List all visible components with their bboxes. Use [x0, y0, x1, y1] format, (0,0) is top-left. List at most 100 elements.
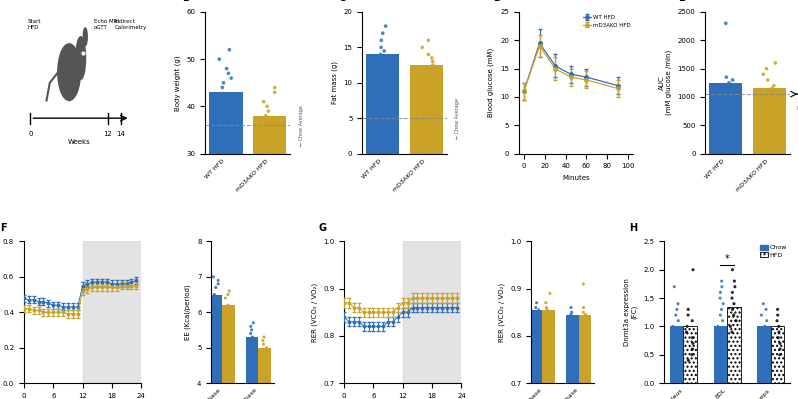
- Point: [717, 318, 729, 324]
- Point: [375, 37, 388, 43]
- Point: [714, 329, 727, 335]
- Point: [681, 323, 693, 330]
- Bar: [83, 241, 141, 383]
- Bar: [403, 241, 461, 383]
- Point: [773, 340, 786, 347]
- Point: [380, 58, 393, 65]
- Point: [247, 344, 259, 351]
- Point: [267, 132, 280, 138]
- Point: [210, 309, 223, 316]
- Bar: [670, 326, 683, 383]
- Bar: [222, 305, 235, 399]
- Bar: [366, 54, 399, 154]
- Point: [257, 122, 270, 128]
- Point: [577, 281, 590, 287]
- Point: [717, 334, 730, 341]
- Point: [223, 47, 235, 53]
- Point: [527, 318, 540, 325]
- Point: [258, 362, 271, 369]
- Point: [772, 329, 785, 335]
- Point: [379, 23, 392, 29]
- Point: [720, 74, 733, 80]
- Point: [381, 73, 393, 79]
- Text: B: B: [182, 0, 189, 4]
- Point: [244, 323, 257, 330]
- Point: [426, 62, 439, 68]
- Point: [724, 85, 737, 92]
- Point: [674, 334, 686, 341]
- Point: [244, 330, 257, 337]
- Point: [220, 65, 233, 72]
- Point: [671, 346, 684, 352]
- Text: D: D: [493, 0, 501, 4]
- Point: [759, 323, 772, 330]
- Point: [221, 103, 234, 110]
- Point: [426, 58, 439, 65]
- Point: [760, 306, 772, 312]
- Point: [213, 56, 226, 62]
- Point: [685, 352, 698, 358]
- Point: [757, 71, 769, 77]
- Point: [716, 284, 729, 290]
- Text: H: H: [629, 223, 638, 233]
- Point: [262, 108, 275, 114]
- Point: [687, 267, 700, 273]
- Point: [715, 278, 728, 284]
- Point: [262, 136, 275, 142]
- Text: G: G: [318, 223, 326, 233]
- Point: [247, 341, 259, 347]
- Point: [681, 312, 694, 318]
- Point: [529, 304, 542, 311]
- Bar: [209, 92, 243, 295]
- Text: C: C: [338, 0, 346, 4]
- Text: *: *: [725, 253, 729, 263]
- Point: [527, 309, 540, 316]
- Point: [375, 44, 388, 51]
- Point: [771, 318, 784, 324]
- Bar: [209, 294, 222, 399]
- Text: Start
HFD: Start HFD: [27, 19, 41, 30]
- Point: [419, 87, 432, 93]
- X-axis label: Minutes: Minutes: [563, 175, 590, 181]
- Point: [756, 340, 768, 347]
- Point: [258, 334, 271, 340]
- Point: [370, 65, 383, 72]
- Text: A: A: [18, 0, 26, 1]
- Point: [209, 284, 222, 290]
- Point: [720, 20, 733, 26]
- Ellipse shape: [57, 44, 81, 101]
- Point: [772, 323, 785, 330]
- Point: [541, 307, 554, 313]
- Point: [682, 357, 695, 363]
- Legend: Chow, HFD: Chow, HFD: [760, 245, 787, 258]
- Point: [686, 334, 699, 341]
- Point: [763, 88, 776, 95]
- Point: [760, 318, 773, 324]
- Point: [668, 284, 681, 290]
- Point: [769, 60, 782, 66]
- Point: [219, 309, 231, 316]
- Point: [217, 79, 230, 86]
- Point: [725, 329, 738, 335]
- Text: 0: 0: [28, 130, 33, 136]
- Point: [726, 289, 739, 296]
- Point: [579, 318, 592, 325]
- Point: [771, 306, 784, 312]
- Point: [244, 348, 257, 354]
- Y-axis label: AUC
(mM glucose /min): AUC (mM glucose /min): [658, 50, 672, 115]
- Point: [714, 312, 727, 318]
- Ellipse shape: [76, 37, 85, 79]
- Ellipse shape: [83, 28, 87, 45]
- Point: [729, 318, 742, 324]
- Point: [222, 291, 235, 298]
- Point: [222, 70, 235, 77]
- Point: [532, 307, 545, 313]
- Point: [681, 306, 694, 312]
- Bar: [253, 116, 286, 295]
- Point: [216, 84, 229, 91]
- Bar: [542, 310, 555, 399]
- Point: [260, 344, 273, 351]
- Point: [211, 298, 223, 305]
- Point: [563, 318, 576, 325]
- Point: [579, 311, 592, 318]
